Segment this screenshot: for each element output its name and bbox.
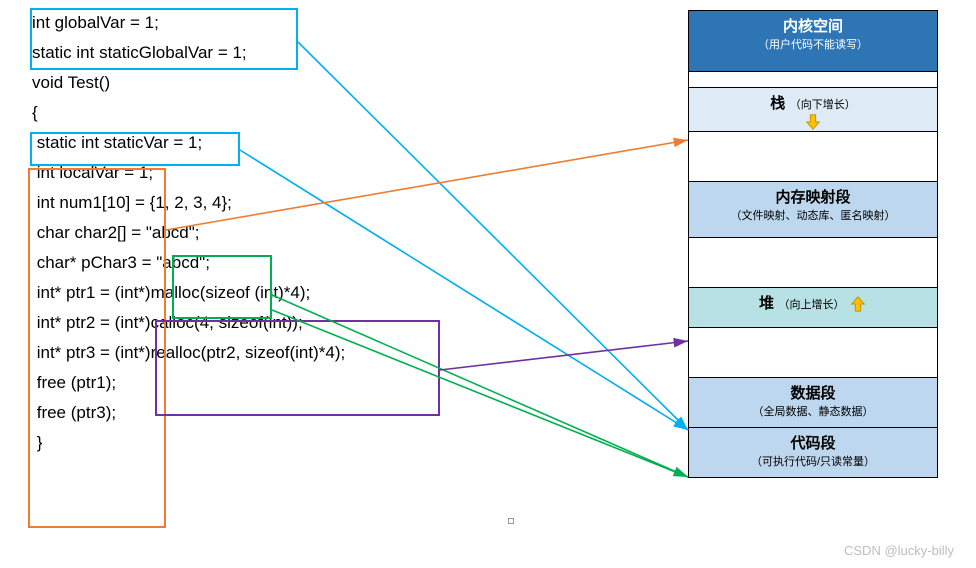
arrow-down-icon [804, 113, 822, 131]
mem-gap [689, 71, 937, 87]
mem-kernel: 内核空间 （用户代码不能读写） [689, 11, 937, 71]
highlight-staticvar [30, 132, 240, 166]
highlight-locals [28, 168, 166, 528]
highlight-globals [30, 8, 298, 70]
mem-mmap: 内存映射段 （文件映射、动态库、匿名映射） [689, 181, 937, 237]
mem-heap-title: 堆 [759, 295, 774, 312]
highlight-heapcalls [155, 320, 440, 416]
mem-gap [689, 327, 937, 377]
mem-code: 代码段 （可执行代码/只读常量） [689, 427, 937, 477]
mem-kernel-sub: （用户代码不能读写） [695, 36, 931, 52]
mem-code-title: 代码段 [695, 432, 931, 453]
mem-heap-sub: （向上增长） [779, 299, 845, 311]
highlight-literals [172, 255, 272, 319]
anchor-marker-icon [508, 518, 514, 524]
arrow-up-icon [849, 295, 867, 313]
memory-layout-diagram: 内核空间 （用户代码不能读写） 栈 （向下增长） 内存映射段 （文件映射、动态库… [688, 10, 938, 478]
mem-gap [689, 237, 937, 287]
mem-mmap-title: 内存映射段 [695, 186, 931, 207]
code-line: { [32, 98, 472, 128]
mem-code-sub: （可执行代码/只读常量） [695, 453, 931, 469]
mem-data-sub: （全局数据、静态数据） [695, 403, 931, 419]
mem-stack-sub: （向下增长） [790, 99, 856, 111]
mem-data-title: 数据段 [695, 382, 931, 403]
code-line: void Test() [32, 68, 472, 98]
mem-kernel-title: 内核空间 [695, 15, 931, 36]
mem-mmap-sub: （文件映射、动态库、匿名映射） [695, 207, 931, 223]
mem-gap [689, 131, 937, 181]
mem-data: 数据段 （全局数据、静态数据） [689, 377, 937, 427]
mem-stack-title: 栈 [770, 95, 785, 112]
mem-stack: 栈 （向下增长） [689, 87, 937, 131]
watermark-text: CSDN @lucky-billy [844, 543, 954, 558]
mem-heap: 堆 （向上增长） [689, 287, 937, 327]
